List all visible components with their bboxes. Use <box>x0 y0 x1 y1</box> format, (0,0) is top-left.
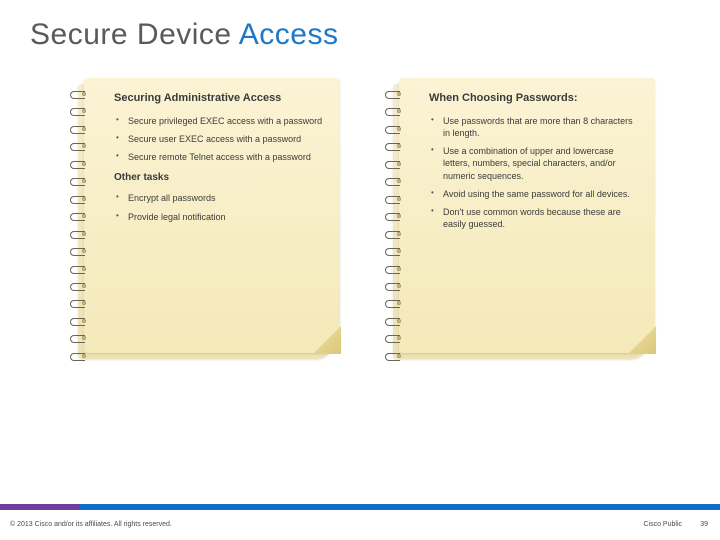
page-number: 39 <box>700 521 708 528</box>
slide: Secure Device Access Securing Administra… <box>0 0 720 540</box>
card-heading: Securing Administrative Access <box>114 92 326 104</box>
item-list: Use passwords that are more than 8 chara… <box>429 112 641 233</box>
item-list: Encrypt all passwords Provide legal noti… <box>114 189 326 225</box>
list-item: Encrypt all passwords <box>114 189 326 207</box>
list-item: Provide legal notification <box>114 208 326 226</box>
list-item: Secure remote Telnet access with a passw… <box>114 148 326 166</box>
list-item: Don't use common words because these are… <box>429 203 641 233</box>
notebook-page-front: Securing Administrative Access Secure pr… <box>84 78 340 353</box>
card-heading: When Choosing Passwords: <box>429 92 641 104</box>
notebook-right: When Choosing Passwords: Use passwords t… <box>375 78 660 378</box>
card-subheading: Other tasks <box>114 172 326 183</box>
list-item: Use a combination of upper and lowercase… <box>429 142 641 184</box>
visibility-text: Cisco Public <box>643 521 682 528</box>
footer-accent-bar <box>0 504 720 510</box>
footer-bar-right <box>80 504 720 510</box>
spiral-binding-icon <box>385 90 401 360</box>
notebook-page-front: When Choosing Passwords: Use passwords t… <box>399 78 655 353</box>
list-item: Secure user EXEC access with a password <box>114 130 326 148</box>
list-item: Use passwords that are more than 8 chara… <box>429 112 641 142</box>
page-title: Secure Device Access <box>30 18 339 52</box>
spiral-binding-icon <box>70 90 86 360</box>
item-list: Secure privileged EXEC access with a pas… <box>114 112 326 166</box>
footer-bar-left <box>0 504 80 510</box>
copyright-text: © 2013 Cisco and/or its affiliates. All … <box>10 521 172 528</box>
notebook-left: Securing Administrative Access Secure pr… <box>60 78 345 378</box>
list-item: Secure privileged EXEC access with a pas… <box>114 112 326 130</box>
notebooks-row: Securing Administrative Access Secure pr… <box>60 78 660 378</box>
list-item: Avoid using the same password for all de… <box>429 185 641 203</box>
